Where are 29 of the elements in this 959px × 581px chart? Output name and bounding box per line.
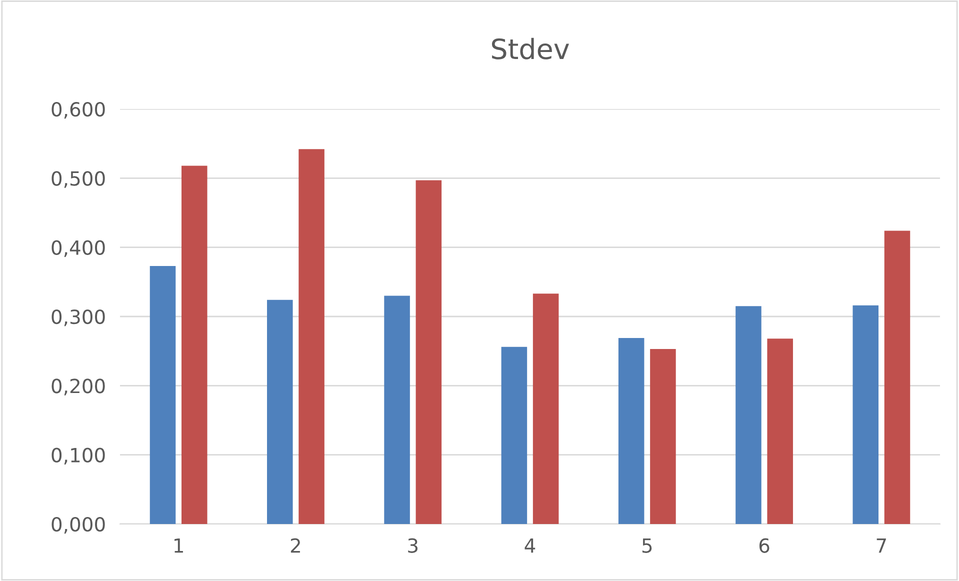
x-tick-label: 7 xyxy=(876,538,886,553)
x-tick-label: 4 xyxy=(524,538,536,553)
bar xyxy=(384,296,410,524)
chart-title: Stdev xyxy=(492,38,570,60)
bar xyxy=(767,338,793,524)
bar xyxy=(650,349,676,524)
bar xyxy=(852,305,878,524)
y-tick-label: 0,500 xyxy=(52,171,105,188)
bar xyxy=(532,294,559,524)
bar xyxy=(150,266,176,524)
bar xyxy=(416,180,442,524)
y-tick-label: 0,300 xyxy=(52,309,105,326)
y-tick-label: 0,200 xyxy=(52,378,105,396)
x-tick-label: 2 xyxy=(290,538,300,553)
bar xyxy=(182,166,208,524)
x-tick-label: 1 xyxy=(174,538,183,553)
bar xyxy=(298,149,324,524)
x-tick-label: 5 xyxy=(642,538,652,553)
bar xyxy=(736,306,762,524)
y-tick-label: 0,600 xyxy=(52,102,105,119)
y-tick-label: 0,100 xyxy=(52,448,105,464)
y-tick-label: 0,400 xyxy=(52,240,105,257)
bar xyxy=(501,346,528,524)
bar xyxy=(267,300,293,524)
bar xyxy=(618,338,644,524)
y-tick-label: 0,000 xyxy=(52,516,105,534)
bar xyxy=(884,230,910,524)
x-tick-label: 6 xyxy=(759,538,770,553)
x-tick-label: 3 xyxy=(408,538,418,553)
